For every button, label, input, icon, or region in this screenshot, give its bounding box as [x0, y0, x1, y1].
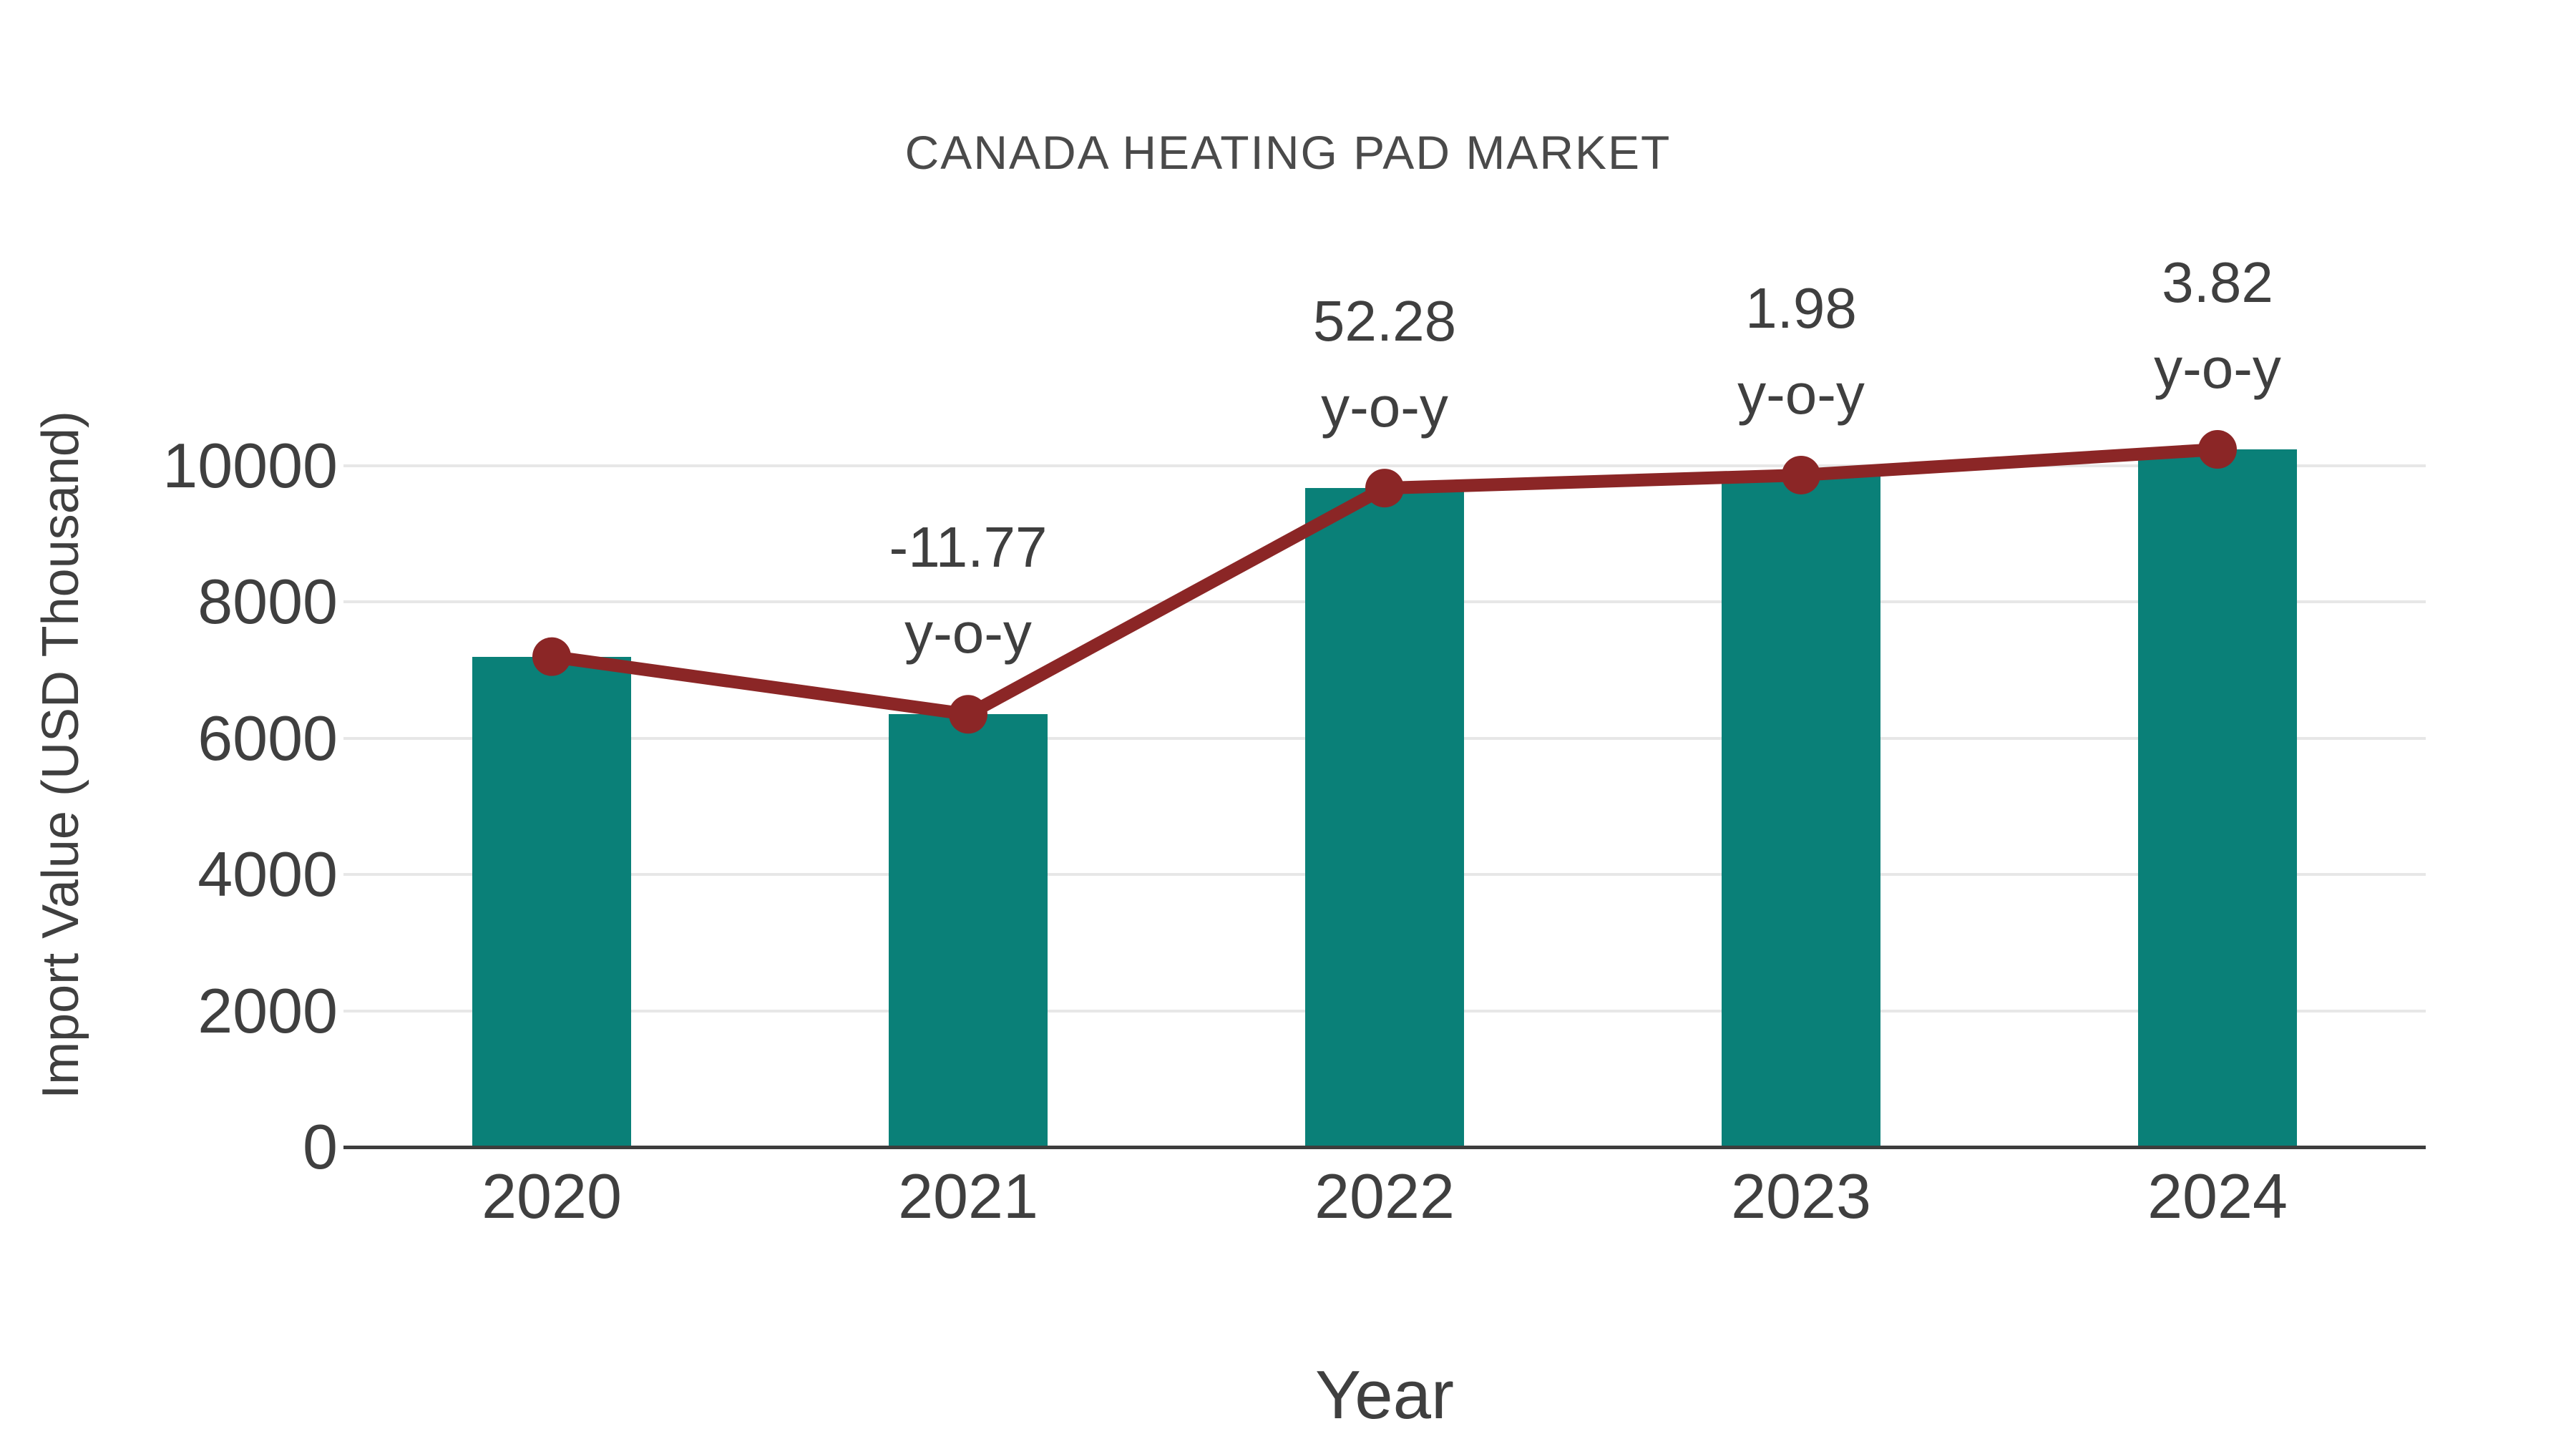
- trend-point-2024: [2198, 430, 2237, 469]
- y-tick-label-8000: 8000: [197, 566, 338, 638]
- annotation-2023-unit: y-o-y: [1737, 361, 1865, 426]
- bar-2021: [889, 714, 1048, 1147]
- bar-2020: [472, 656, 631, 1147]
- x-tick-label-2022: 2022: [1314, 1161, 1455, 1231]
- trend-point-2020: [532, 637, 571, 676]
- bar-2024: [2138, 449, 2297, 1147]
- trend-point-2022: [1365, 469, 1404, 508]
- x-axis-title: Year: [1315, 1357, 1454, 1433]
- annotation-2024-value: 3.82: [2162, 250, 2273, 315]
- chart-title: CANADA HEATING PAD MARKET: [904, 126, 1672, 179]
- trend-point-2021: [949, 695, 987, 734]
- gridline-10000: [343, 464, 2426, 467]
- y-tick-label-10000: 10000: [162, 430, 338, 501]
- annotation-2022: 52.28 y-o-y: [1313, 278, 1456, 450]
- annotation-2023: 1.98 y-o-y: [1737, 265, 1865, 437]
- annotation-2023-value: 1.98: [1745, 275, 1857, 340]
- y-tick-label-2000: 2000: [197, 975, 338, 1046]
- y-tick-label-4000: 4000: [197, 839, 338, 910]
- x-axis-line: [343, 1146, 2426, 1149]
- annotation-2022-unit: y-o-y: [1321, 375, 1448, 439]
- x-tick-label-2020: 2020: [482, 1161, 622, 1231]
- annotation-2021: -11.77 y-o-y: [889, 504, 1048, 676]
- annotation-2024-unit: y-o-y: [2154, 336, 2281, 401]
- x-tick-label-2021: 2021: [898, 1161, 1038, 1231]
- x-tick-label-2023: 2023: [1731, 1161, 1871, 1231]
- trend-point-2023: [1782, 455, 1820, 494]
- bar-2022: [1305, 488, 1464, 1147]
- y-tick-label-0: 0: [303, 1111, 338, 1182]
- bar-2023: [1722, 474, 1880, 1147]
- x-tick-label-2024: 2024: [2147, 1161, 2288, 1231]
- annotation-2022-value: 52.28: [1312, 289, 1457, 353]
- y-tick-label-6000: 6000: [197, 702, 338, 774]
- annotation-2024: 3.82 y-o-y: [2154, 240, 2281, 411]
- annotation-2021-unit: y-o-y: [904, 601, 1032, 665]
- annotation-2021-value: -11.77: [889, 515, 1048, 580]
